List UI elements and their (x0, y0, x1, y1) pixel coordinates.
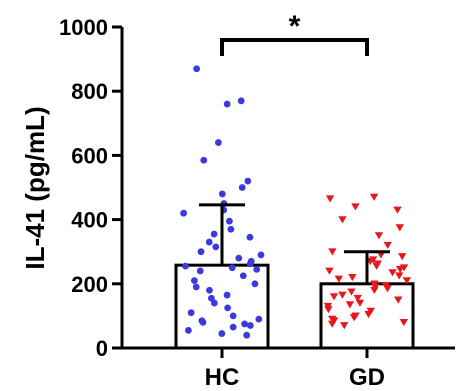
data-point-hc (225, 217, 233, 225)
data-point-hc (180, 209, 187, 217)
data-point-gd (355, 299, 365, 307)
data-point-gd (347, 288, 356, 296)
data-point-hc (212, 243, 220, 251)
data-point-hc (237, 97, 245, 105)
data-point-hc (227, 225, 235, 233)
data-point-hc (251, 280, 259, 288)
y-axis-label: IL-41 (pg/mL) (20, 106, 50, 269)
data-point-gd (325, 195, 335, 203)
data-point-hc (205, 238, 213, 246)
data-point-hc (229, 323, 237, 331)
data-point-hc (223, 291, 231, 299)
y-tick-label: 0 (96, 336, 108, 361)
data-point-hc (244, 177, 252, 185)
data-point-gd (327, 320, 337, 328)
data-point-hc (218, 330, 226, 337)
x-tick-label: GD (349, 364, 385, 391)
bars (174, 263, 415, 350)
data-point-hc (184, 326, 192, 334)
data-point-hc (206, 286, 213, 294)
data-point-gd (398, 253, 407, 261)
data-point-hc (246, 322, 254, 329)
data-point-hc (228, 264, 236, 272)
data-point-gd (325, 267, 334, 275)
y-tick-label: 400 (71, 208, 108, 233)
data-point-gd (376, 251, 386, 259)
data-point-gd (353, 294, 362, 303)
data-point-gd (383, 241, 392, 250)
data-point-hc (239, 272, 247, 280)
data-point-hc (199, 318, 207, 326)
data-point-hc (210, 230, 218, 238)
data-point-gd (395, 224, 404, 232)
data-point-gd (349, 314, 359, 322)
y-tick-label: 800 (71, 79, 108, 104)
data-point-hc (182, 262, 189, 270)
data-point-gd (374, 232, 384, 240)
data-point-hc (238, 184, 246, 191)
data-point-gd (399, 318, 409, 327)
significance-bracket (220, 38, 369, 56)
data-point-hc (197, 248, 205, 256)
data-point-gd (340, 322, 349, 330)
data-point-gd (345, 301, 355, 309)
data-point-hc (214, 139, 222, 146)
data-point-gd (369, 193, 379, 201)
error-bars (199, 203, 390, 284)
data-points (180, 65, 412, 339)
data-point-hc (218, 190, 226, 198)
y-tick-label: 600 (71, 143, 108, 168)
data-point-hc (243, 331, 251, 339)
y-tick-label: 1000 (59, 15, 108, 40)
data-point-gd (395, 265, 405, 274)
data-point-hc (253, 265, 261, 273)
data-point-hc (255, 315, 263, 323)
data-point-hc (210, 299, 218, 307)
data-point-gd (348, 274, 357, 282)
data-point-hc (241, 320, 248, 328)
data-point-gd (351, 203, 360, 211)
data-point-gd (338, 216, 347, 224)
data-point-gd (395, 272, 404, 280)
data-point-gd (383, 285, 392, 293)
data-point-gd (328, 248, 337, 256)
significance-annotation: * (220, 10, 369, 56)
data-point-gd (324, 306, 333, 314)
axes: 0 200 400 600 800 1000 HC GD (59, 15, 455, 391)
data-point-hc (196, 267, 204, 275)
data-point-gd (388, 269, 397, 277)
y-tick-label: 200 (71, 272, 108, 297)
x-tick-label: HC (205, 364, 240, 391)
data-point-hc (190, 277, 198, 284)
data-point-gd (394, 296, 403, 304)
data-point-hc (229, 312, 237, 320)
data-point-gd (334, 275, 344, 283)
significance-label: * (289, 10, 301, 43)
data-point-hc (246, 260, 254, 268)
data-point-hc (187, 309, 195, 317)
data-point-hc (193, 65, 201, 73)
data-point-hc (235, 254, 243, 262)
data-point-hc (246, 233, 254, 241)
data-point-gd (329, 293, 339, 301)
data-point-gd (370, 286, 379, 294)
data-point-gd (364, 310, 373, 319)
data-point-hc (224, 304, 232, 312)
data-point-gd (338, 291, 347, 299)
data-point-gd (402, 277, 412, 285)
data-point-hc (257, 251, 265, 259)
data-point-hc (200, 156, 208, 164)
data-point-gd (393, 206, 402, 214)
data-point-gd (372, 262, 381, 270)
data-point-hc (192, 283, 200, 291)
data-point-hc (223, 100, 231, 108)
